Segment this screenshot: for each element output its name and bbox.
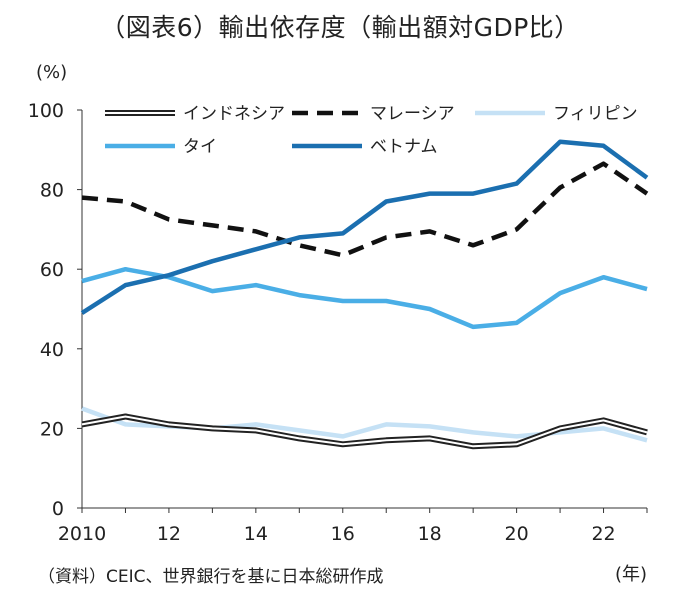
legend-label: インドネシア — [183, 104, 285, 124]
y-axis-unit-label: (%) — [36, 62, 67, 83]
x-tick-label: 18 — [418, 523, 442, 545]
x-tick-label: 16 — [331, 523, 355, 545]
series-line-thailand — [81, 266, 648, 330]
x-tick-label: 14 — [244, 523, 268, 545]
y-tick-label: 60 — [40, 259, 64, 281]
legend-label: タイ — [183, 137, 217, 157]
series-lines — [80, 139, 649, 450]
x-tick-label: 2010 — [58, 523, 106, 545]
legend-label: フィリピン — [553, 104, 638, 124]
y-tick-label: 20 — [40, 418, 64, 440]
series-line-indonesia-inner — [81, 415, 648, 448]
legend-label: マレーシア — [370, 104, 455, 124]
y-tick-label: 40 — [40, 339, 64, 361]
source-note: （資料）CEIC、世界銀行を基に日本総研作成 — [38, 567, 384, 587]
series-line-vietnam — [80, 139, 649, 315]
x-tick-label: 22 — [591, 523, 615, 545]
axes: 0 20 40 60 80 100 2010 12 14 16 18 20 22 (%) (年) — [28, 62, 648, 585]
y-tick-label: 100 — [28, 100, 64, 122]
series-line-malaysia — [81, 161, 649, 258]
x-tick-label: 20 — [505, 523, 529, 545]
y-tick-label: 0 — [52, 498, 64, 520]
x-tick-label: 12 — [157, 523, 181, 545]
x-axis-unit-label: (年) — [615, 564, 647, 585]
y-tick-label: 80 — [40, 180, 64, 202]
chart-title: （図表6）輸出依存度（輸出額対GDP比） — [100, 13, 580, 42]
legend-label: ベトナム — [370, 137, 438, 157]
